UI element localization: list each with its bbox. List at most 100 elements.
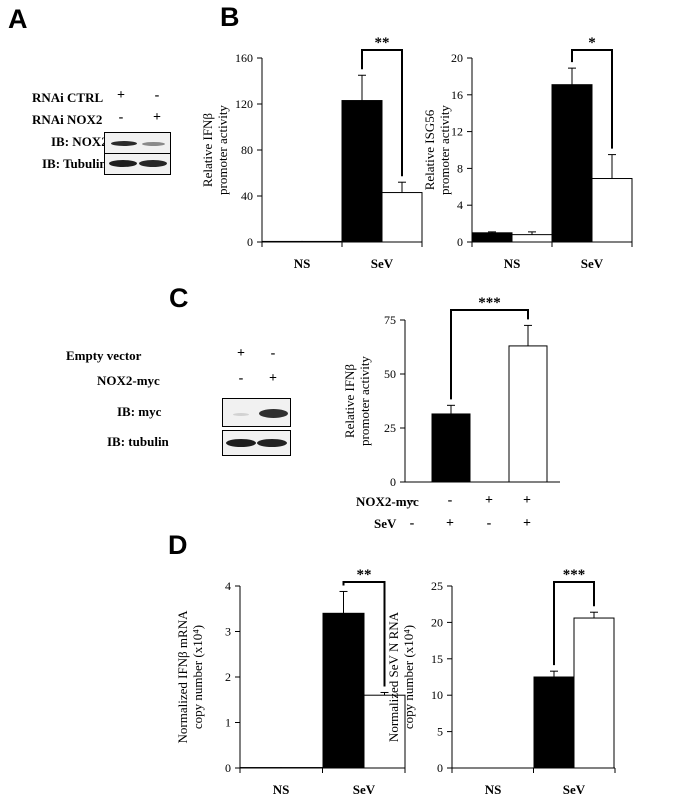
b-right-bar bbox=[471, 232, 513, 243]
d-left-bar bbox=[322, 612, 365, 769]
blot-c-ib-label: IB: tubulin bbox=[107, 434, 169, 449]
blot-c-sign: - bbox=[238, 371, 244, 386]
d-left-y-axis-label: copy number (x10⁴) bbox=[190, 625, 205, 729]
b-left-x-tick-label: NS bbox=[294, 256, 311, 271]
blot-c-row-label: NOX2-myc bbox=[97, 373, 160, 388]
condition-sign: - bbox=[409, 516, 415, 531]
blot-band bbox=[257, 439, 287, 447]
c-y-tick-label: 25 bbox=[384, 421, 396, 435]
d-right-y-tick-label: 5 bbox=[437, 725, 443, 739]
blot-a-ib-label: IB: Tubulin bbox=[42, 156, 107, 171]
d-left-y-tick-label: 2 bbox=[225, 670, 231, 684]
blot-c-ib-label: IB: myc bbox=[117, 404, 162, 419]
d-right-y-axis-label: Normalized SeV N RNA bbox=[386, 611, 401, 742]
condition-sign: - bbox=[447, 493, 453, 508]
blot-c-sign: + bbox=[269, 371, 277, 386]
b-left-y-tick-label: 40 bbox=[241, 189, 253, 203]
panel-letter-b: B bbox=[220, 2, 240, 32]
b-right-bar bbox=[551, 84, 593, 243]
b-left-y-axis-label: Relative IFNβ bbox=[200, 113, 215, 188]
b-right-y-tick-label: 8 bbox=[457, 161, 463, 175]
c-bar bbox=[431, 413, 471, 483]
d-right-significance-label: *** bbox=[563, 567, 586, 583]
blot-c-sign: - bbox=[270, 346, 276, 361]
d-right-x-tick-label: NS bbox=[485, 782, 502, 797]
c-y-tick-label: 75 bbox=[384, 313, 396, 327]
b-right-significance-bracket bbox=[571, 49, 613, 149]
b-right-x-tick-label: SeV bbox=[581, 256, 604, 271]
b-right-y-tick-label: 20 bbox=[451, 51, 463, 65]
blot-a-ib-label: IB: NOX2 bbox=[51, 134, 108, 149]
d-left-y-tick-label: 1 bbox=[225, 716, 231, 730]
d-left-x-tick-label: SeV bbox=[353, 782, 376, 797]
b-right-bar bbox=[511, 234, 553, 243]
condition-sign: + bbox=[523, 516, 531, 531]
panel-letter-c: C bbox=[169, 283, 189, 313]
b-left-y-tick-label: 0 bbox=[247, 235, 253, 249]
b-left-bar bbox=[381, 192, 423, 243]
d-right-y-tick-label: 10 bbox=[431, 688, 443, 702]
b-left-significance-label: ** bbox=[375, 35, 390, 51]
c-significance-label: *** bbox=[478, 295, 501, 311]
blot-a-row-label: RNAi NOX2 bbox=[32, 112, 103, 127]
c-y-axis-label: Relative IFNβ bbox=[342, 364, 357, 439]
d-left-y-tick-label: 0 bbox=[225, 761, 231, 775]
b-right-y-tick-label: 4 bbox=[457, 198, 463, 212]
condition-row-label: NOX2-myc bbox=[356, 494, 419, 509]
d-left-y-axis-label: Normalized IFNβ mRNA bbox=[175, 610, 190, 744]
d-right-significance-bracket bbox=[553, 581, 595, 666]
b-right-y-tick-label: 12 bbox=[451, 125, 463, 139]
c-bar bbox=[508, 345, 548, 483]
b-left-y-tick-label: 120 bbox=[235, 97, 253, 111]
d-left-y-tick-label: 3 bbox=[225, 625, 231, 639]
condition-sign: - bbox=[486, 516, 492, 531]
d-right-y-axis-label: copy number (x10⁴) bbox=[401, 625, 416, 729]
b-left-y-tick-label: 160 bbox=[235, 51, 253, 65]
blot-band bbox=[233, 413, 249, 416]
blot-c-myc-membrane bbox=[222, 398, 291, 427]
condition-sign: + bbox=[446, 516, 454, 531]
d-left-significance-bracket bbox=[342, 581, 386, 687]
b-left-bar bbox=[341, 100, 383, 243]
blot-a-tubulin-membrane bbox=[104, 153, 171, 175]
b-right-bar bbox=[591, 178, 633, 243]
d-left-bar bbox=[363, 694, 406, 769]
c-y-tick-label: 50 bbox=[384, 367, 396, 381]
blot-a-sign: + bbox=[153, 110, 161, 125]
panel-letter-a: A bbox=[8, 4, 28, 34]
b-left-bar bbox=[301, 240, 343, 243]
blot-band bbox=[139, 160, 167, 167]
d-left-y-tick-label: 4 bbox=[225, 579, 231, 593]
blot-c-tubulin-membrane bbox=[222, 430, 291, 456]
blot-c-row-label: Empty vector bbox=[66, 348, 142, 363]
blot-band bbox=[109, 160, 137, 167]
condition-sign: + bbox=[523, 493, 531, 508]
d-left-x-tick-label: NS bbox=[273, 782, 290, 797]
b-right-x-tick-label: NS bbox=[504, 256, 521, 271]
condition-sign: - bbox=[409, 493, 415, 508]
c-y-axis-label: promoter activity bbox=[357, 356, 372, 446]
blot-c-sign: + bbox=[237, 346, 245, 361]
blot-band bbox=[226, 439, 256, 447]
panel-letter-d: D bbox=[168, 530, 188, 560]
b-right-y-tick-label: 16 bbox=[451, 88, 463, 102]
d-right-bar bbox=[573, 617, 615, 769]
blot-a-sign: - bbox=[118, 110, 124, 125]
condition-sign: + bbox=[485, 493, 493, 508]
d-right-y-tick-label: 25 bbox=[431, 579, 443, 593]
blot-band bbox=[259, 409, 288, 418]
blot-a-row-label: RNAi CTRL bbox=[32, 90, 104, 105]
b-right-y-axis-label: promoter activity bbox=[437, 105, 452, 195]
b-left-y-tick-label: 80 bbox=[241, 143, 253, 157]
d-right-y-tick-label: 15 bbox=[431, 652, 443, 666]
b-left-y-axis-label: promoter activity bbox=[215, 105, 230, 195]
b-right-y-tick-label: 0 bbox=[457, 235, 463, 249]
b-left-significance-bracket bbox=[361, 49, 403, 177]
blot-band bbox=[142, 142, 165, 146]
c-significance-bracket bbox=[450, 309, 529, 400]
d-right-x-tick-label: SeV bbox=[563, 782, 586, 797]
b-left-bar bbox=[261, 240, 303, 243]
condition-row-label: SeV bbox=[374, 516, 397, 531]
d-right-y-tick-label: 0 bbox=[437, 761, 443, 775]
